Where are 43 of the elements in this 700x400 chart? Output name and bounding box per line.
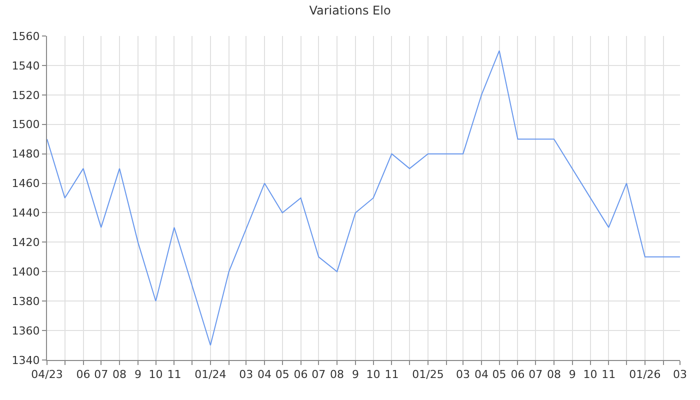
x-tick-label: 06 [294, 368, 308, 382]
x-tick-label: 05 [275, 368, 290, 382]
y-tick-label: 1340 [12, 354, 40, 367]
x-tick-label: 11 [167, 368, 182, 382]
x-tick-label: 11 [384, 368, 399, 382]
x-tick-label: 07 [528, 368, 543, 382]
y-tick-label: 1360 [12, 324, 40, 338]
x-tick-label: 07 [94, 368, 108, 382]
x-tick-label: 01/26 [629, 368, 661, 382]
x-tick-label: 10 [366, 368, 380, 382]
x-tick-label: 03 [239, 368, 254, 382]
x-tick-label: 08 [112, 368, 127, 382]
x-tick-label: 10 [583, 368, 598, 382]
line-series [47, 50, 680, 346]
x-tick-label: 08 [546, 368, 561, 382]
y-tick-label: 1420 [12, 236, 40, 250]
y-tick-label: 1460 [12, 177, 40, 190]
y-tick-label: 1520 [12, 88, 40, 102]
x-tick-label: 9 [352, 368, 359, 382]
x-tick-label: 11 [602, 368, 616, 382]
x-tick-label: 06 [76, 368, 90, 382]
x-tick-label: 04/23 [31, 368, 63, 382]
y-tick-label: 1380 [12, 294, 40, 308]
y-tick-label: 1400 [12, 265, 40, 278]
x-tick-label: 08 [330, 368, 344, 382]
x-tick-label: 9 [134, 368, 142, 382]
x-tick-label: 03 [456, 368, 470, 382]
x-tick-label: 03 [673, 368, 687, 382]
y-tick-label: 1480 [12, 148, 40, 161]
x-tick-label: 05 [492, 368, 506, 382]
x-tick-label: 10 [148, 368, 163, 382]
x-tick-label: 9 [568, 368, 576, 382]
y-tick-label: 1500 [12, 118, 40, 132]
x-tick-label: 07 [312, 368, 326, 382]
y-tick-label: 1560 [12, 30, 40, 43]
chart-title: Variations Elo [309, 3, 391, 18]
y-tick-label: 1540 [12, 59, 40, 72]
x-tick-label: 06 [510, 368, 525, 382]
x-tick-label: 01/25 [412, 368, 444, 382]
x-tick-label: 04 [258, 368, 272, 382]
x-tick-label: 04 [474, 368, 488, 382]
x-tick-label: 01/24 [194, 368, 226, 382]
y-tick-label: 1440 [12, 206, 40, 220]
